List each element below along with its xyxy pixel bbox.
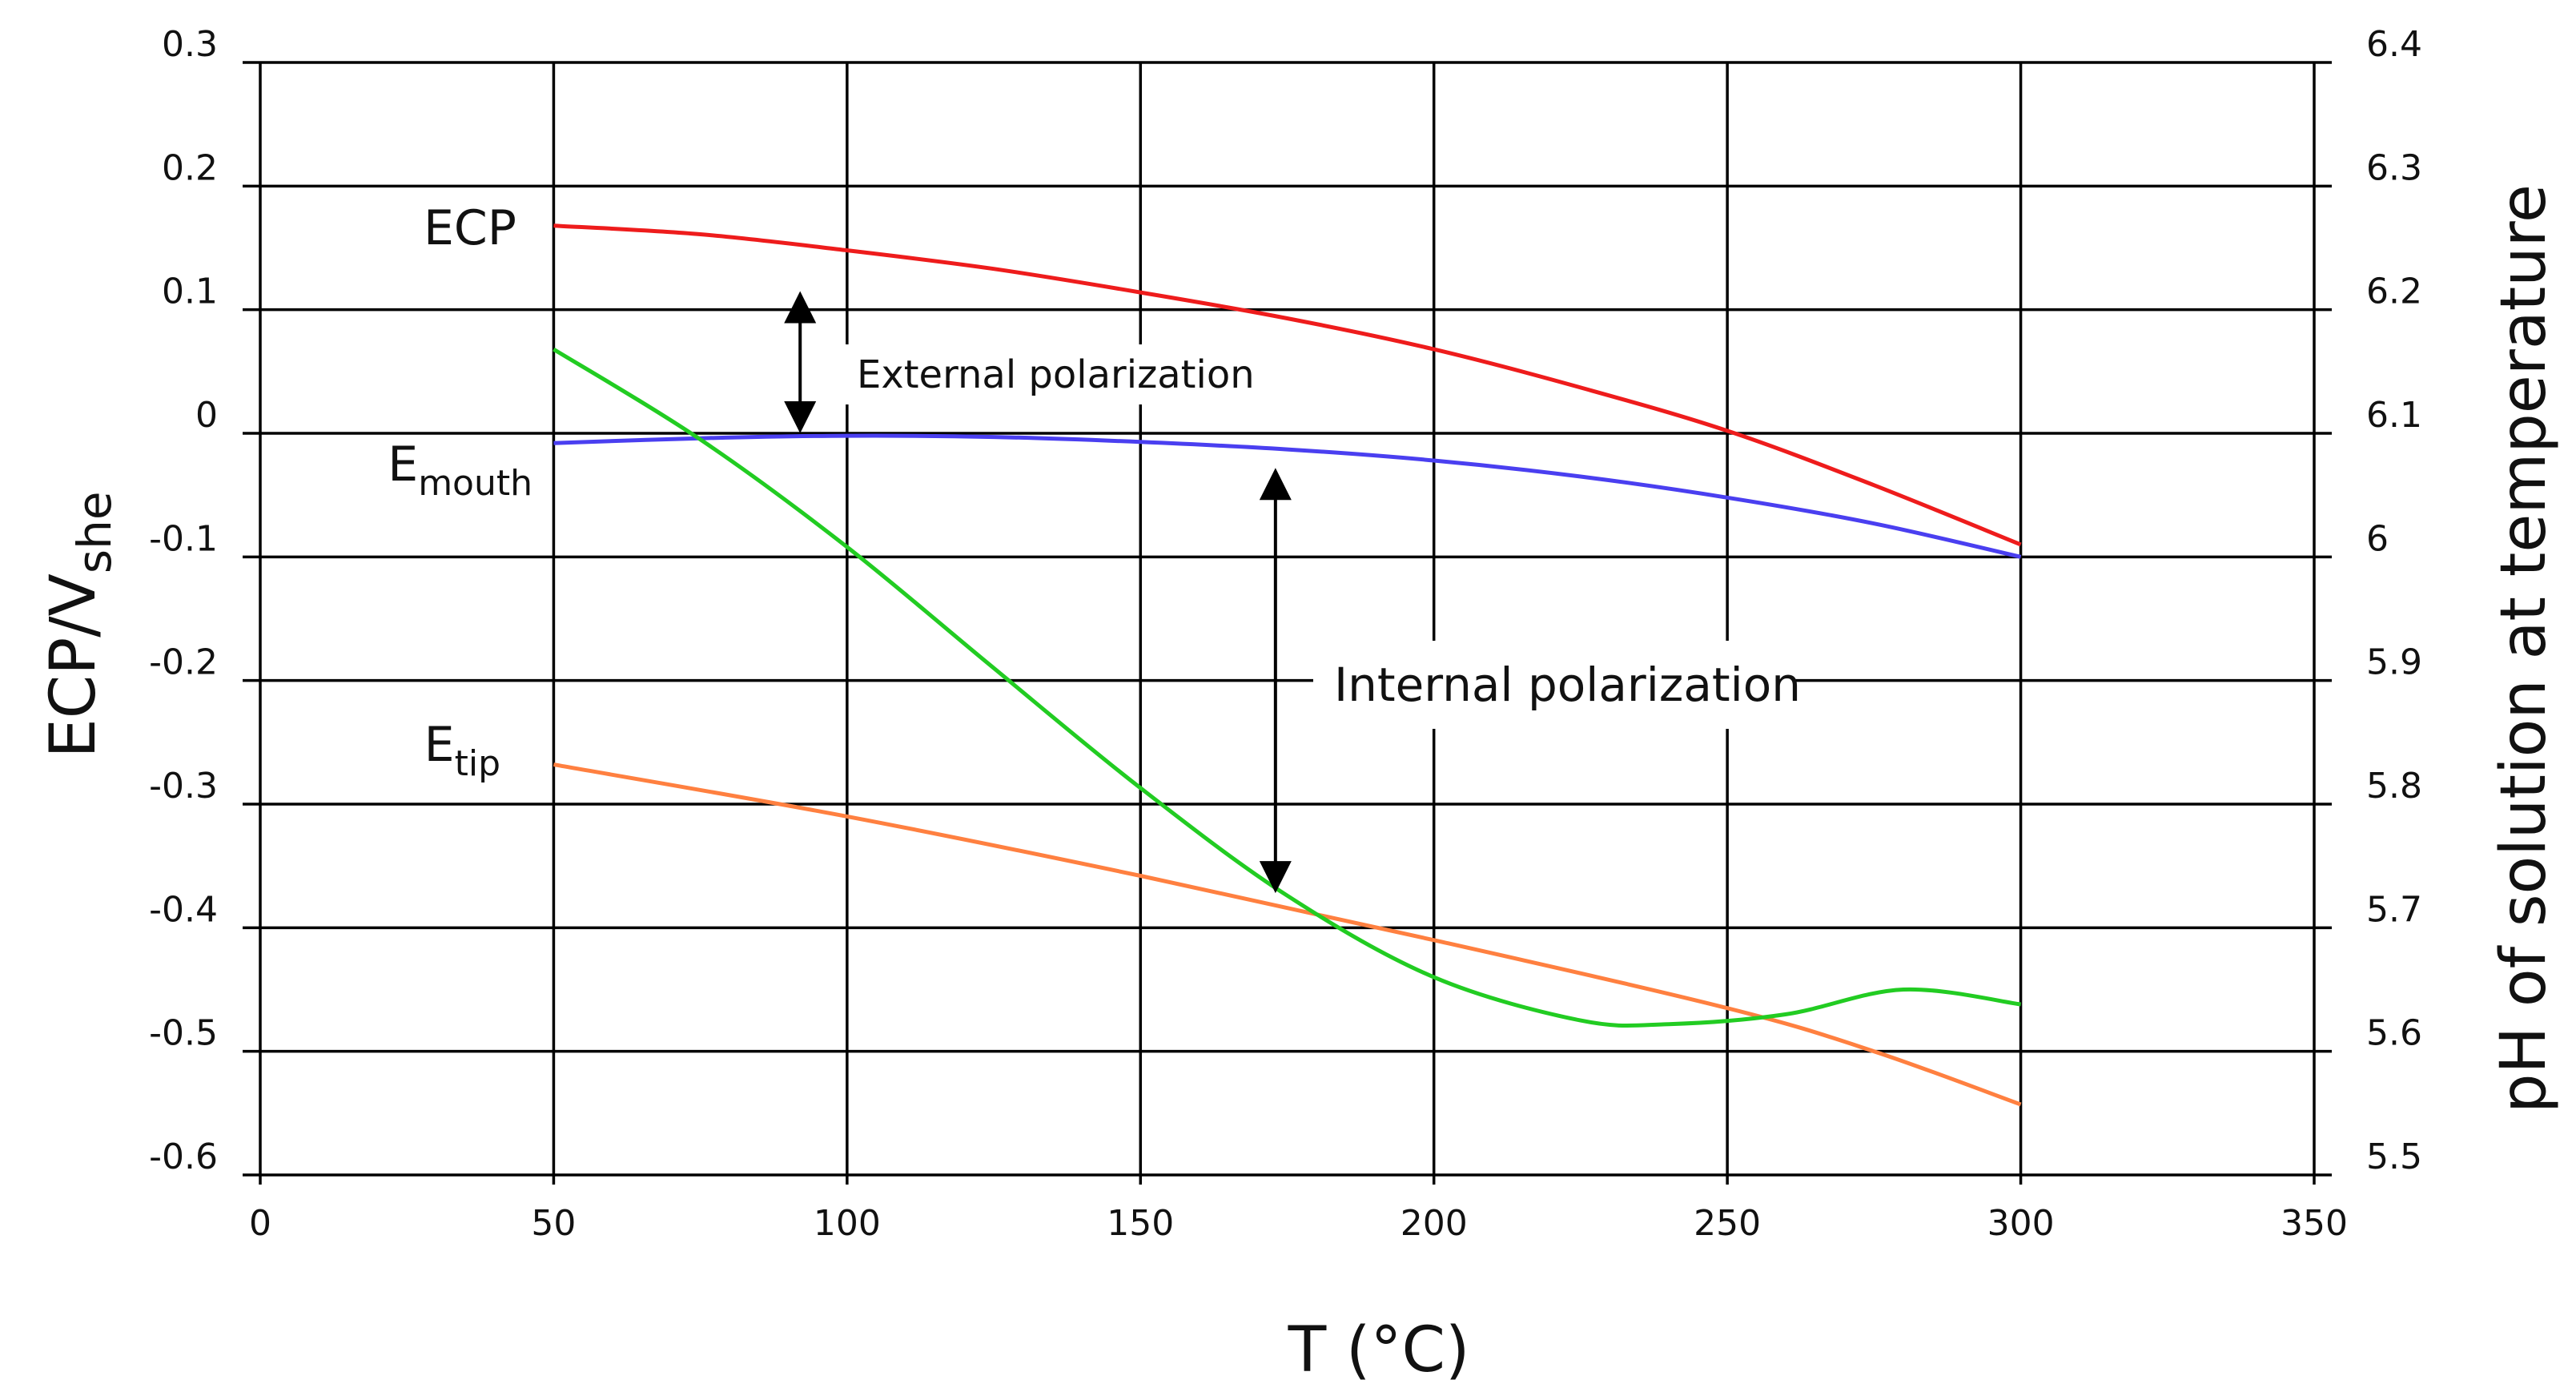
y2-tick-label-6.4: 6.4 — [2366, 24, 2422, 65]
etip-label-main: E — [424, 717, 455, 773]
tick-labels: 0 50 100 150 200 250 300 350 0.3 0.2 0.1 0 -0.1 -0.2 -… — [149, 24, 2422, 1244]
y2-tick-label-6.3: 6.3 — [2366, 147, 2422, 188]
y-tick-label-0: 0 — [195, 395, 218, 436]
series-line-ecp — [553, 223, 2022, 547]
series-line-e-mouth — [553, 433, 2022, 559]
grid — [243, 61, 2332, 1185]
y-tick-label--0.3: -0.3 — [149, 766, 218, 807]
internal-polarization-arrow — [1259, 468, 1292, 894]
y-axis-title-sub: she — [67, 491, 122, 573]
series-group — [553, 223, 2022, 1107]
x-tick-label-100: 100 — [814, 1203, 881, 1244]
annotation-group: External polarization Internal polarizati… — [784, 291, 1801, 894]
series-line-e-tip — [553, 762, 2022, 1107]
y-tick-label--0.5: -0.5 — [149, 1013, 218, 1054]
x-tick-label-300: 300 — [1987, 1203, 2055, 1244]
etip-label-sub: tip — [455, 743, 500, 784]
x-tick-label-250: 250 — [1694, 1203, 1761, 1244]
internal-polarization-label: Internal polarization — [1334, 658, 1801, 712]
y-tick-label--0.4: -0.4 — [149, 889, 218, 930]
y2-tick-label-6: 6 — [2366, 518, 2389, 559]
external-label-background — [845, 344, 1261, 404]
x-tick-label-350: 350 — [2281, 1203, 2348, 1244]
y2-tick-label-5.7: 5.7 — [2366, 889, 2422, 930]
emouth-label-sub: mouth — [418, 463, 532, 504]
x-axis-title: T (°C) — [1288, 1314, 1470, 1386]
y2-tick-label-6.1: 6.1 — [2366, 395, 2422, 436]
external-polarization-arrow — [784, 291, 817, 433]
x-tick-label-50: 50 — [531, 1203, 576, 1244]
ecp-curve-label: ECP — [424, 200, 516, 256]
y2-tick-label-5.6: 5.6 — [2366, 1013, 2422, 1054]
etip-curve-label: Etip — [424, 717, 500, 784]
y2-tick-label-5.9: 5.9 — [2366, 642, 2422, 683]
y-tick-label-0.1: 0.1 — [162, 272, 218, 312]
y-tick-label-0.2: 0.2 — [162, 147, 218, 188]
series-line-ph-of-solution-at-temperature — [553, 347, 2021, 1028]
x-tick-label-150: 150 — [1107, 1203, 1174, 1244]
emouth-label-main: E — [388, 437, 418, 493]
y-tick-label--0.2: -0.2 — [149, 642, 218, 683]
x-tick-label-200: 200 — [1401, 1203, 1468, 1244]
external-polarization-label: External polarization — [857, 352, 1255, 397]
y-tick-label--0.1: -0.1 — [149, 518, 218, 559]
y2-tick-label-5.8: 5.8 — [2366, 766, 2422, 807]
internal-label-background — [1313, 641, 1794, 729]
y-axis-title-main: ECP/V — [38, 573, 110, 758]
y2-tick-label-5.5: 5.5 — [2366, 1137, 2422, 1177]
emouth-curve-label: Emouth — [388, 437, 532, 504]
x-tick-label-0: 0 — [249, 1203, 271, 1244]
y2-axis-title: pH of solution at temperature — [2488, 184, 2560, 1113]
y-tick-label--0.6: -0.6 — [149, 1137, 218, 1177]
y-tick-label-0.3: 0.3 — [162, 24, 218, 65]
y2-tick-label-6.2: 6.2 — [2366, 272, 2422, 312]
y-axis-title: ECP/Vshe — [38, 491, 122, 758]
